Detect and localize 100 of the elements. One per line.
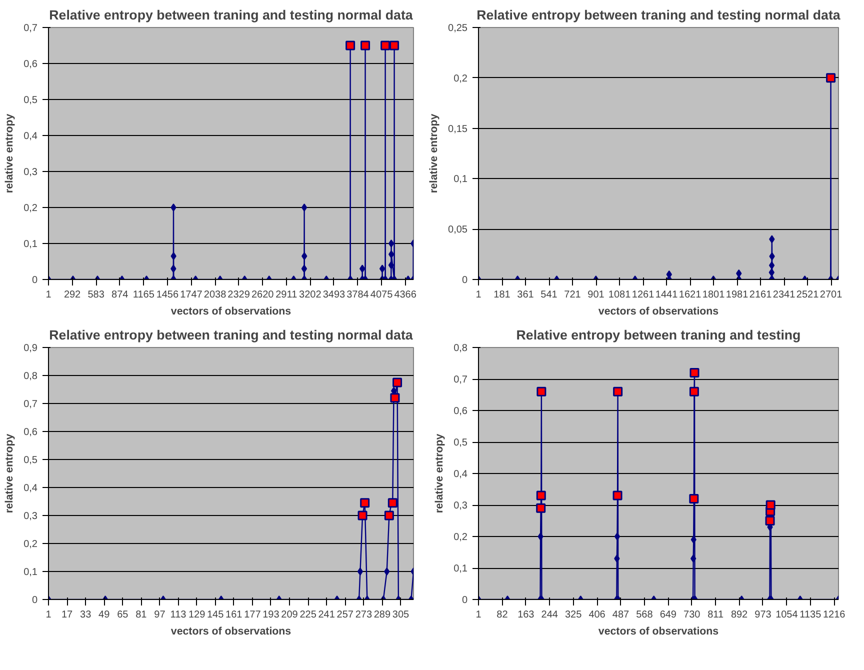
x-tick-label: 2620 — [251, 290, 274, 300]
x-tick-label: 49 — [98, 610, 110, 620]
y-tick-label: 0,1 — [24, 567, 38, 578]
x-tick-label: 2161 — [749, 290, 772, 300]
y-axis-title: relative entropy — [4, 114, 16, 194]
x-tick-label: 225 — [300, 610, 317, 620]
x-tick-label: 193 — [262, 610, 280, 620]
x-tick-label: 901 — [588, 290, 605, 300]
y-tick-label: 0,6 — [24, 427, 38, 438]
x-tick-label: 1 — [46, 290, 52, 300]
x-tick-label: 1621 — [678, 290, 702, 300]
x-tick-label: 3202 — [299, 290, 322, 300]
x-tick-label: 361 — [517, 290, 534, 300]
x-tick-label: 4075 — [370, 290, 394, 300]
y-axis-title: relative entropy — [434, 434, 446, 514]
y-tick-label: 0,8 — [454, 343, 468, 354]
x-tick-label: 2701 — [820, 290, 843, 300]
x-tick-label: 65 — [117, 610, 129, 620]
x-tick-label: 289 — [374, 610, 391, 620]
y-tick-label: 0,4 — [24, 483, 38, 494]
y-tick-label: 0,05 — [448, 224, 468, 236]
x-tick-label: 568 — [636, 610, 654, 620]
x-tick-label: 163 — [518, 610, 535, 620]
x-tick-label: 541 — [540, 290, 558, 300]
y-tick-label: 0,1 — [24, 239, 38, 250]
x-tick-label: 325 — [564, 610, 582, 620]
y-tick-label: 0 — [32, 595, 38, 606]
chart-title: Relative entropy between traning and testing — [516, 328, 801, 342]
x-tick-label: 1441 — [655, 290, 678, 300]
x-tick-label: 1801 — [702, 290, 726, 300]
chart-title: Relative entropy between traning and testing normal data — [476, 8, 841, 22]
x-tick-label: 129 — [188, 610, 206, 620]
x-axis-title: vectors of observations — [170, 626, 292, 638]
y-tick-label: 0 — [462, 275, 468, 286]
x-tick-label: 1 — [476, 610, 482, 620]
x-tick-label: 177 — [244, 610, 262, 620]
x-tick-label: 1135 — [800, 610, 822, 620]
x-axis-title: vectors of observations — [598, 306, 719, 318]
x-tick-label: 273 — [355, 610, 372, 620]
y-tick-label: 0,1 — [454, 174, 468, 186]
y-tick-label: 0 — [462, 595, 468, 606]
x-tick-label: 1456 — [156, 290, 180, 300]
y-tick-label: 0,5 — [24, 455, 38, 466]
y-tick-label: 0,7 — [24, 399, 38, 410]
x-tick-label: 244 — [541, 610, 558, 620]
x-tick-label: 1081 — [608, 290, 632, 300]
x-tick-label: 17 — [61, 610, 74, 620]
x-tick-label: 730 — [684, 610, 701, 620]
y-axis-title: relative entropy — [4, 434, 16, 514]
x-tick-label: 874 — [112, 290, 129, 300]
x-tick-label: 33 — [80, 610, 92, 620]
x-tick-label: 487 — [612, 610, 630, 620]
x-axis-title: vectors of observations — [598, 626, 719, 638]
x-tick-label: 241 — [318, 610, 336, 620]
x-tick-label: 4366 — [394, 290, 417, 300]
y-tick-label: 0,7 — [454, 374, 468, 386]
y-tick-label: 0,15 — [448, 124, 468, 135]
y-tick-label: 0,4 — [454, 469, 468, 480]
chart-title: Relative entropy between traning and testing normal data — [49, 328, 414, 342]
x-tick-label: 892 — [730, 610, 748, 620]
x-tick-label: 1 — [476, 290, 482, 300]
x-tick-label: 181 — [494, 290, 511, 300]
x-tick-label: 305 — [392, 610, 410, 620]
y-tick-label: 0,9 — [24, 343, 38, 354]
x-tick-label: 97 — [154, 610, 166, 620]
x-tick-label: 721 — [564, 290, 582, 300]
y-tick-label: 0,3 — [24, 511, 38, 522]
chart-title: Relative entropy between traning and testing normal data — [49, 8, 414, 22]
x-tick-label: 2341 — [772, 290, 796, 300]
x-axis-title: vectors of observations — [170, 306, 292, 318]
y-tick-label: 0,1 — [454, 564, 468, 574]
y-tick-label: 0,3 — [454, 500, 468, 512]
y-tick-label: 0,6 — [454, 406, 468, 417]
y-tick-label: 0,2 — [454, 73, 468, 84]
x-tick-label: 82 — [496, 610, 508, 620]
x-tick-label: 1747 — [180, 290, 203, 300]
x-tick-label: 257 — [336, 610, 354, 620]
x-tick-label: 1165 — [132, 290, 155, 300]
x-tick-label: 113 — [170, 610, 187, 620]
x-tick-label: 2521 — [796, 290, 820, 300]
y-tick-label: 0,2 — [454, 532, 468, 543]
x-tick-label: 145 — [207, 610, 224, 620]
x-tick-label: 292 — [64, 290, 82, 300]
y-tick-label: 0,25 — [448, 23, 468, 34]
x-tick-label: 1981 — [726, 290, 749, 300]
y-tick-label: 0,7 — [24, 23, 38, 34]
x-tick-label: 973 — [754, 610, 772, 620]
x-tick-label: 3493 — [322, 290, 346, 300]
y-tick-label: 0 — [32, 275, 38, 286]
x-tick-label: 209 — [281, 610, 298, 620]
y-axis-title: relative entropy — [428, 114, 440, 194]
x-tick-label: 406 — [588, 610, 606, 620]
x-tick-label: 1261 — [632, 290, 655, 300]
x-tick-label: 1054 — [776, 610, 798, 620]
x-tick-label: 583 — [88, 290, 105, 300]
y-tick-label: 0,8 — [24, 371, 38, 382]
y-tick-label: 0,4 — [24, 131, 38, 142]
y-tick-label: 0,3 — [24, 167, 38, 178]
y-tick-label: 0,2 — [24, 539, 38, 550]
x-tick-label: 2911 — [276, 290, 298, 300]
